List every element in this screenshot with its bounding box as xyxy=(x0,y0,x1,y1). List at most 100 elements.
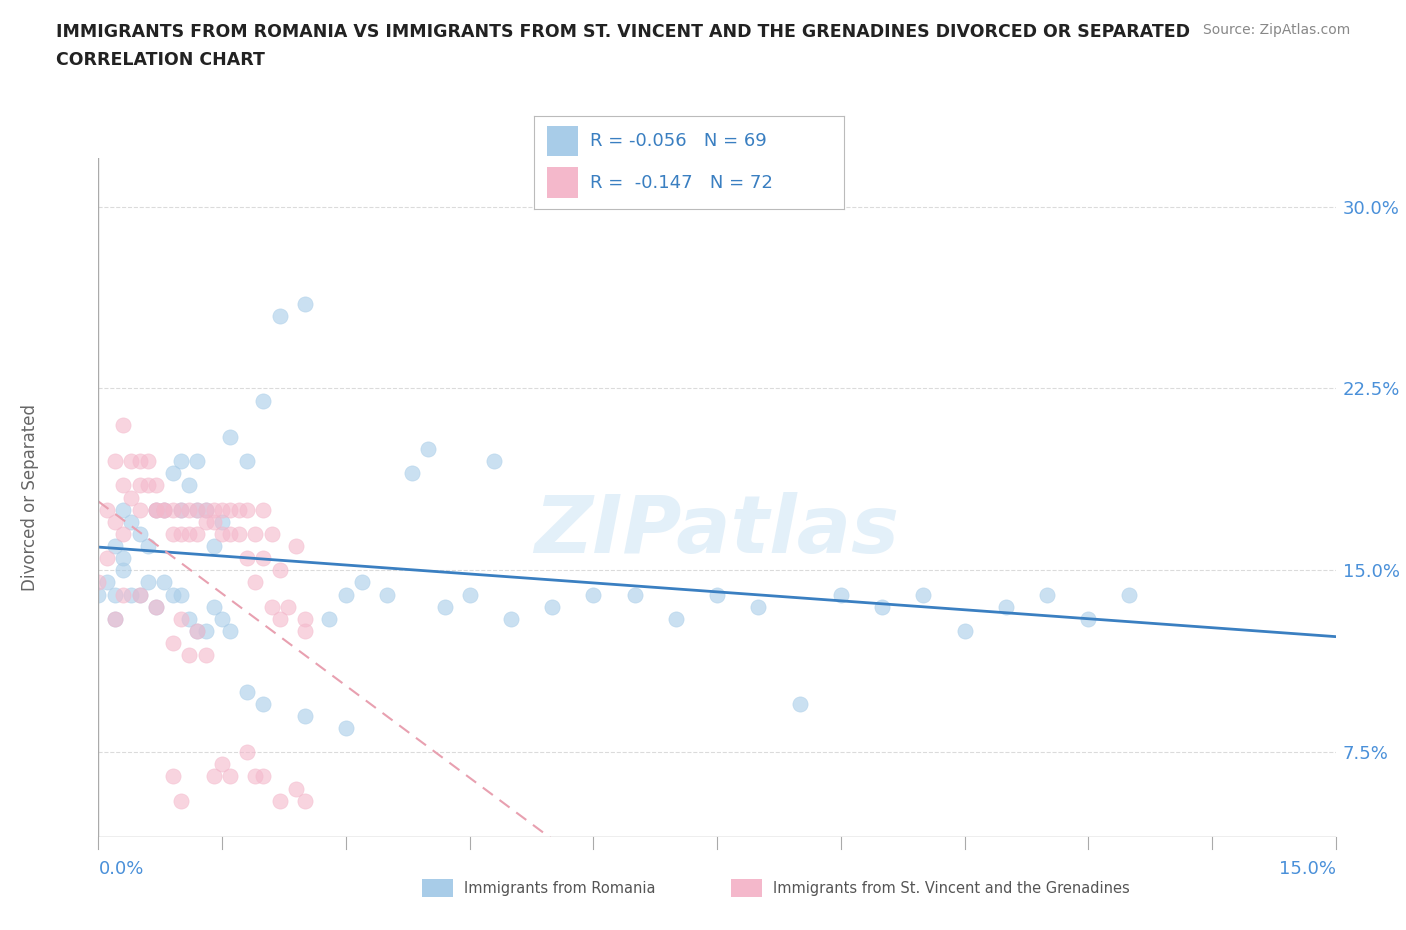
Point xyxy=(96,575,118,590)
Point xyxy=(236,745,259,760)
Point xyxy=(145,478,167,493)
Point xyxy=(120,490,142,505)
Point xyxy=(104,611,127,626)
Point xyxy=(219,526,242,541)
Point xyxy=(179,502,201,517)
Point xyxy=(202,599,225,614)
Point xyxy=(747,599,769,614)
Point xyxy=(128,587,150,602)
Point xyxy=(1077,611,1099,626)
Point xyxy=(706,587,728,602)
Point xyxy=(318,611,340,626)
Point xyxy=(294,611,316,626)
Point xyxy=(582,587,605,602)
Point xyxy=(120,587,142,602)
Point xyxy=(269,308,291,323)
Point xyxy=(162,635,184,650)
Point xyxy=(252,697,274,711)
Point xyxy=(170,502,193,517)
Point xyxy=(120,514,142,529)
Point xyxy=(219,502,242,517)
Point xyxy=(179,647,201,662)
Point xyxy=(219,430,242,445)
Text: Immigrants from Romania: Immigrants from Romania xyxy=(464,881,655,896)
Point xyxy=(294,709,316,724)
Point xyxy=(194,514,217,529)
Point xyxy=(236,551,259,565)
Point xyxy=(128,478,150,493)
Point xyxy=(128,454,150,469)
Text: Divorced or Separated: Divorced or Separated xyxy=(21,404,39,591)
Point xyxy=(145,502,167,517)
Point xyxy=(145,599,167,614)
Point xyxy=(665,611,688,626)
Point xyxy=(243,769,266,784)
Point xyxy=(194,647,217,662)
Point xyxy=(194,623,217,638)
Point xyxy=(211,514,233,529)
Point xyxy=(112,587,135,602)
Point xyxy=(541,599,564,614)
Point xyxy=(179,526,201,541)
Point xyxy=(104,587,127,602)
Point xyxy=(211,502,233,517)
Point xyxy=(136,538,159,553)
Point xyxy=(433,599,456,614)
Point xyxy=(170,793,193,808)
Point xyxy=(228,526,250,541)
Point xyxy=(194,502,217,517)
Point xyxy=(830,587,852,602)
Point xyxy=(269,563,291,578)
Point xyxy=(112,418,135,432)
Point xyxy=(260,526,283,541)
Point xyxy=(153,575,176,590)
Point xyxy=(153,502,176,517)
Point xyxy=(104,454,127,469)
Point xyxy=(112,551,135,565)
Point xyxy=(162,587,184,602)
Point xyxy=(912,587,935,602)
Point xyxy=(1118,587,1140,602)
Point xyxy=(789,697,811,711)
Point xyxy=(375,587,398,602)
Point xyxy=(170,611,193,626)
Point xyxy=(219,769,242,784)
Point xyxy=(96,502,118,517)
Text: Source: ZipAtlas.com: Source: ZipAtlas.com xyxy=(1202,23,1350,37)
Point xyxy=(87,587,110,602)
Point xyxy=(401,466,423,481)
Point xyxy=(145,502,167,517)
Point xyxy=(269,611,291,626)
Point xyxy=(335,587,357,602)
Point xyxy=(162,769,184,784)
Point xyxy=(458,587,481,602)
Point xyxy=(252,551,274,565)
Point xyxy=(186,454,208,469)
Point xyxy=(112,502,135,517)
Point xyxy=(252,502,274,517)
Point xyxy=(499,611,522,626)
Point xyxy=(211,757,233,772)
Point xyxy=(228,502,250,517)
Point xyxy=(211,526,233,541)
Point xyxy=(170,587,193,602)
Point xyxy=(186,526,208,541)
Point xyxy=(153,502,176,517)
Point xyxy=(87,575,110,590)
Point xyxy=(186,502,208,517)
Text: R =  -0.147   N = 72: R = -0.147 N = 72 xyxy=(591,174,773,193)
Point xyxy=(269,793,291,808)
Point xyxy=(236,454,259,469)
Point xyxy=(623,587,645,602)
Point xyxy=(953,623,976,638)
Point xyxy=(994,599,1017,614)
Point xyxy=(202,538,225,553)
Point xyxy=(186,623,208,638)
Point xyxy=(186,623,208,638)
Point xyxy=(145,599,167,614)
Point xyxy=(285,781,308,796)
Text: IMMIGRANTS FROM ROMANIA VS IMMIGRANTS FROM ST. VINCENT AND THE GRENADINES DIVORC: IMMIGRANTS FROM ROMANIA VS IMMIGRANTS FR… xyxy=(56,23,1191,41)
Point xyxy=(252,393,274,408)
Point xyxy=(145,502,167,517)
Text: ZIPatlas: ZIPatlas xyxy=(534,493,900,570)
